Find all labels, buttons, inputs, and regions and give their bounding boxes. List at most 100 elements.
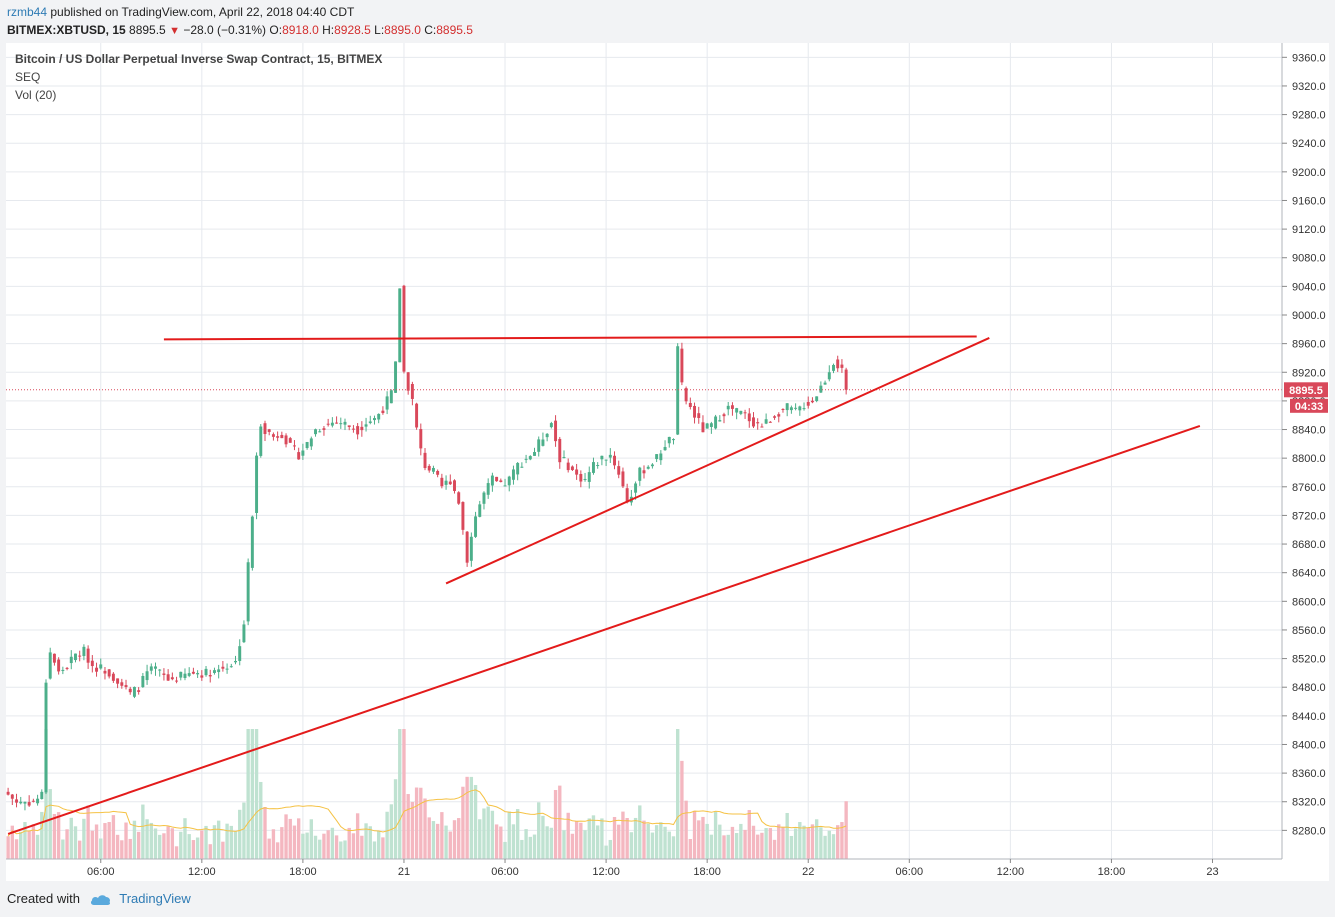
price-tick-label: 8800.0	[1292, 453, 1326, 465]
candle-body	[234, 660, 237, 663]
candle-body	[760, 426, 764, 428]
volume-bar	[697, 820, 701, 859]
volume-bar	[777, 824, 781, 859]
price-tick-label: 8680.0	[1292, 539, 1326, 551]
candle-body	[697, 413, 701, 419]
candle-body	[667, 436, 671, 444]
volume-bar	[305, 832, 309, 859]
indicator-vol: Vol (20)	[15, 88, 56, 102]
publish-line: rzmb44 published on TradingView.com, Apr…	[7, 5, 354, 19]
candle-body	[836, 359, 840, 369]
volume-bar	[330, 827, 335, 859]
candle-body	[166, 674, 170, 681]
volume-bar	[507, 811, 511, 859]
volume-bar	[617, 824, 621, 859]
time-axis[interactable]	[6, 859, 1282, 881]
trendline	[163, 335, 977, 341]
volume-bar	[549, 827, 554, 859]
volume-bar	[19, 831, 23, 859]
candle-body	[103, 670, 107, 674]
tradingview-cloud-icon	[90, 894, 110, 905]
candle-body	[170, 677, 174, 680]
candle-body	[15, 799, 19, 803]
candle-body	[61, 669, 65, 671]
price-tick-label: 9040.0	[1292, 281, 1326, 293]
volume-ma-line	[7, 789, 847, 837]
volume-bar	[250, 729, 255, 859]
volume-bar	[427, 817, 431, 859]
grid	[6, 43, 1282, 859]
volume-bar	[836, 825, 840, 859]
volume-bar	[216, 820, 221, 859]
candle-body	[179, 671, 183, 678]
volume-bar	[267, 838, 271, 859]
candle-body	[259, 426, 263, 456]
volume-bar	[722, 835, 726, 859]
time-tick-label: 21	[398, 866, 410, 878]
candle-body	[486, 483, 490, 495]
volume-bar	[61, 839, 65, 859]
candle-body	[474, 516, 478, 537]
candle-body	[90, 660, 94, 667]
price-axis[interactable]	[1282, 43, 1329, 881]
volume-bar	[671, 836, 676, 859]
volume-bar	[499, 826, 503, 859]
volume-bar	[14, 839, 19, 859]
volume-bar	[781, 826, 785, 859]
volume-bar	[553, 790, 558, 859]
volume-bar	[355, 813, 360, 859]
volume-bar	[511, 824, 516, 859]
volume-bar	[351, 833, 356, 859]
volume-bar	[56, 812, 61, 859]
candle-body	[154, 666, 157, 669]
author-link[interactable]: rzmb44	[7, 5, 48, 19]
candle-body	[684, 388, 688, 402]
volume-bar	[318, 839, 322, 859]
volume-bar	[153, 828, 158, 859]
time-tick-label: 06:00	[87, 866, 115, 878]
candle-body	[495, 476, 499, 482]
candle-body	[406, 372, 410, 391]
price-tick-label: 9000.0	[1292, 310, 1326, 322]
volume-bar	[90, 830, 95, 859]
candle-body	[335, 422, 339, 424]
candle-body	[145, 671, 149, 681]
volume-bar	[600, 818, 604, 859]
time-tick-label: 06:00	[491, 866, 519, 878]
candle-body	[183, 673, 187, 679]
volume-bar	[107, 822, 111, 859]
candle-body	[499, 480, 503, 483]
candle-body	[714, 416, 718, 429]
candle-body	[827, 372, 831, 380]
candle-body	[99, 664, 103, 669]
candle-body	[798, 406, 802, 411]
candle-body	[709, 423, 713, 427]
volume-bar	[558, 785, 562, 859]
last-price-tag: 8895.5 04:33	[1284, 382, 1328, 413]
price-chart[interactable]: 8280.0 8320.0 8360.0 8400.0 8440.0 8480.0 8520…	[6, 43, 1329, 881]
candle-body	[638, 467, 642, 481]
candle-body	[44, 682, 48, 793]
volume-bar	[360, 835, 364, 859]
volume-bar	[179, 831, 183, 859]
trendline	[445, 336, 990, 585]
volume-bar	[621, 811, 625, 859]
candle-body	[284, 435, 288, 445]
volume-bar	[124, 822, 128, 859]
volume-bar	[339, 841, 343, 859]
candle-body	[520, 466, 524, 468]
volume-bar	[212, 825, 217, 859]
tradingview-logo-text[interactable]: TradingView	[119, 891, 191, 906]
volume-bar	[604, 845, 608, 859]
volume-bar	[490, 810, 495, 859]
price-tick-label: 8520.0	[1292, 654, 1326, 666]
volume-bar	[806, 827, 810, 859]
candles	[6, 284, 848, 811]
price-tick-label: 8320.0	[1292, 797, 1326, 809]
candle-body	[175, 680, 179, 682]
candle-body	[549, 423, 553, 428]
volume-bar	[414, 787, 419, 859]
price-tick-label: 8920.0	[1292, 367, 1326, 379]
open-label: O:	[269, 23, 283, 37]
publish-info: published on TradingView.com, April 22, …	[50, 5, 355, 19]
